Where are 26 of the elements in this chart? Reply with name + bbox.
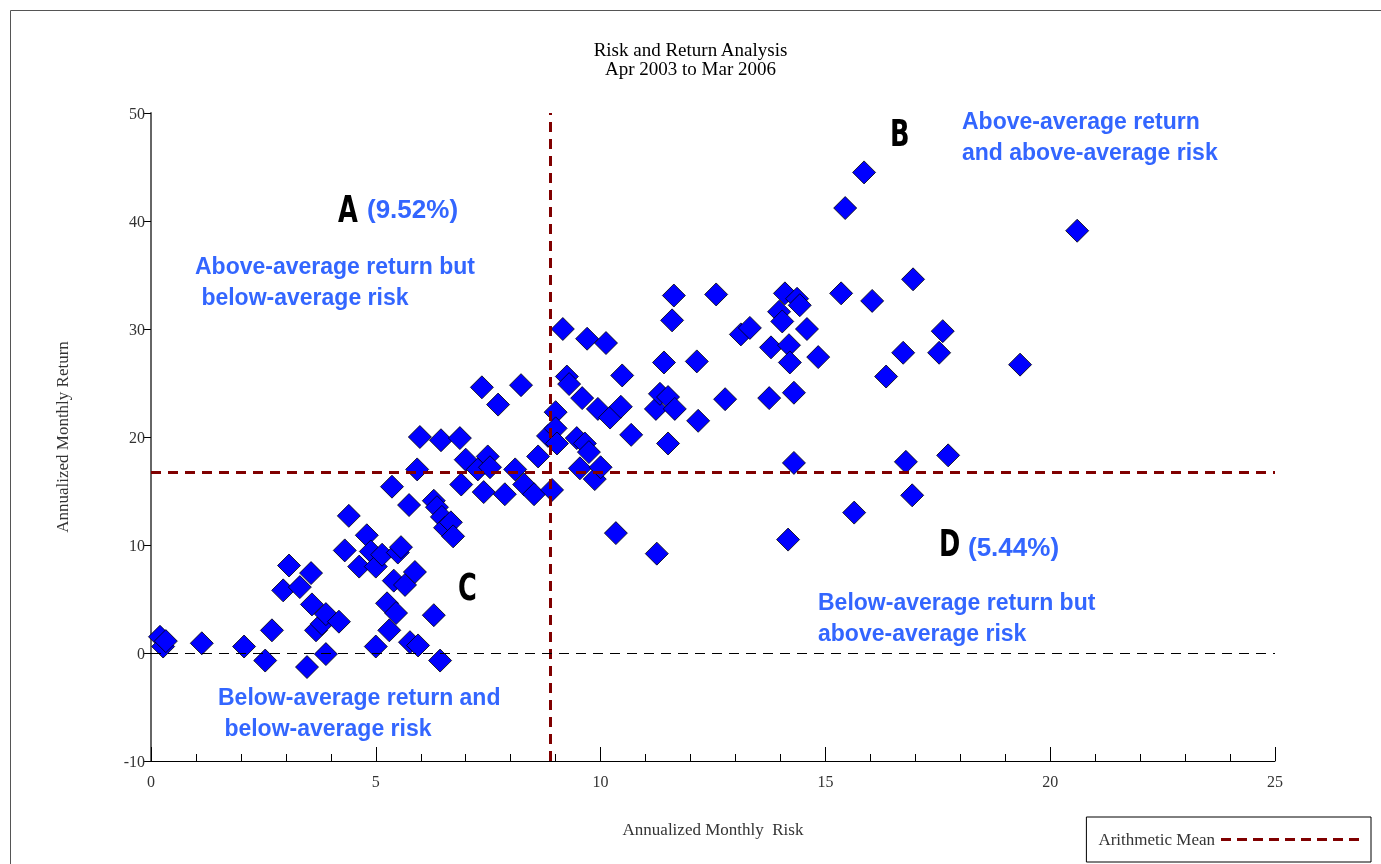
annotation: (9.52%)	[367, 193, 459, 224]
y-tick-label: 50	[129, 104, 145, 122]
annotation: C	[458, 564, 477, 609]
annotation: B	[890, 110, 910, 155]
x-tick-label: 10	[592, 772, 609, 790]
x-tick-label: 20	[1042, 772, 1059, 790]
y-tick-label: 40	[129, 212, 145, 230]
y-tick-label: 30	[129, 320, 145, 338]
annotation: Below-average return and below-average risk	[218, 683, 501, 741]
annotation: Below-average return but above-average risk	[818, 588, 1102, 646]
x-tick-label: 25	[1267, 772, 1283, 790]
y-tick-label: 0	[137, 644, 145, 662]
y-axis-title: Annualized Monthly Return	[53, 340, 72, 533]
y-tick-label: -10	[123, 752, 145, 770]
y-tick-label: 10	[129, 536, 145, 554]
legend-label: Arithmetic Mean	[1098, 830, 1216, 849]
annotation: A	[338, 186, 359, 231]
annotation: (5.44%)	[968, 531, 1060, 562]
x-tick-label: 15	[817, 772, 834, 790]
annotation: Above-average return but below-average risk	[195, 252, 476, 310]
chart-title: Risk and Return Analysis	[593, 39, 788, 60]
x-axis-title: Annualized Monthly Risk	[622, 820, 804, 839]
annotation: D	[939, 520, 961, 565]
y-tick-label: 20	[129, 428, 145, 446]
x-tick-label: 5	[371, 772, 380, 790]
annotation: Above-average return and above-average risk	[962, 107, 1218, 165]
